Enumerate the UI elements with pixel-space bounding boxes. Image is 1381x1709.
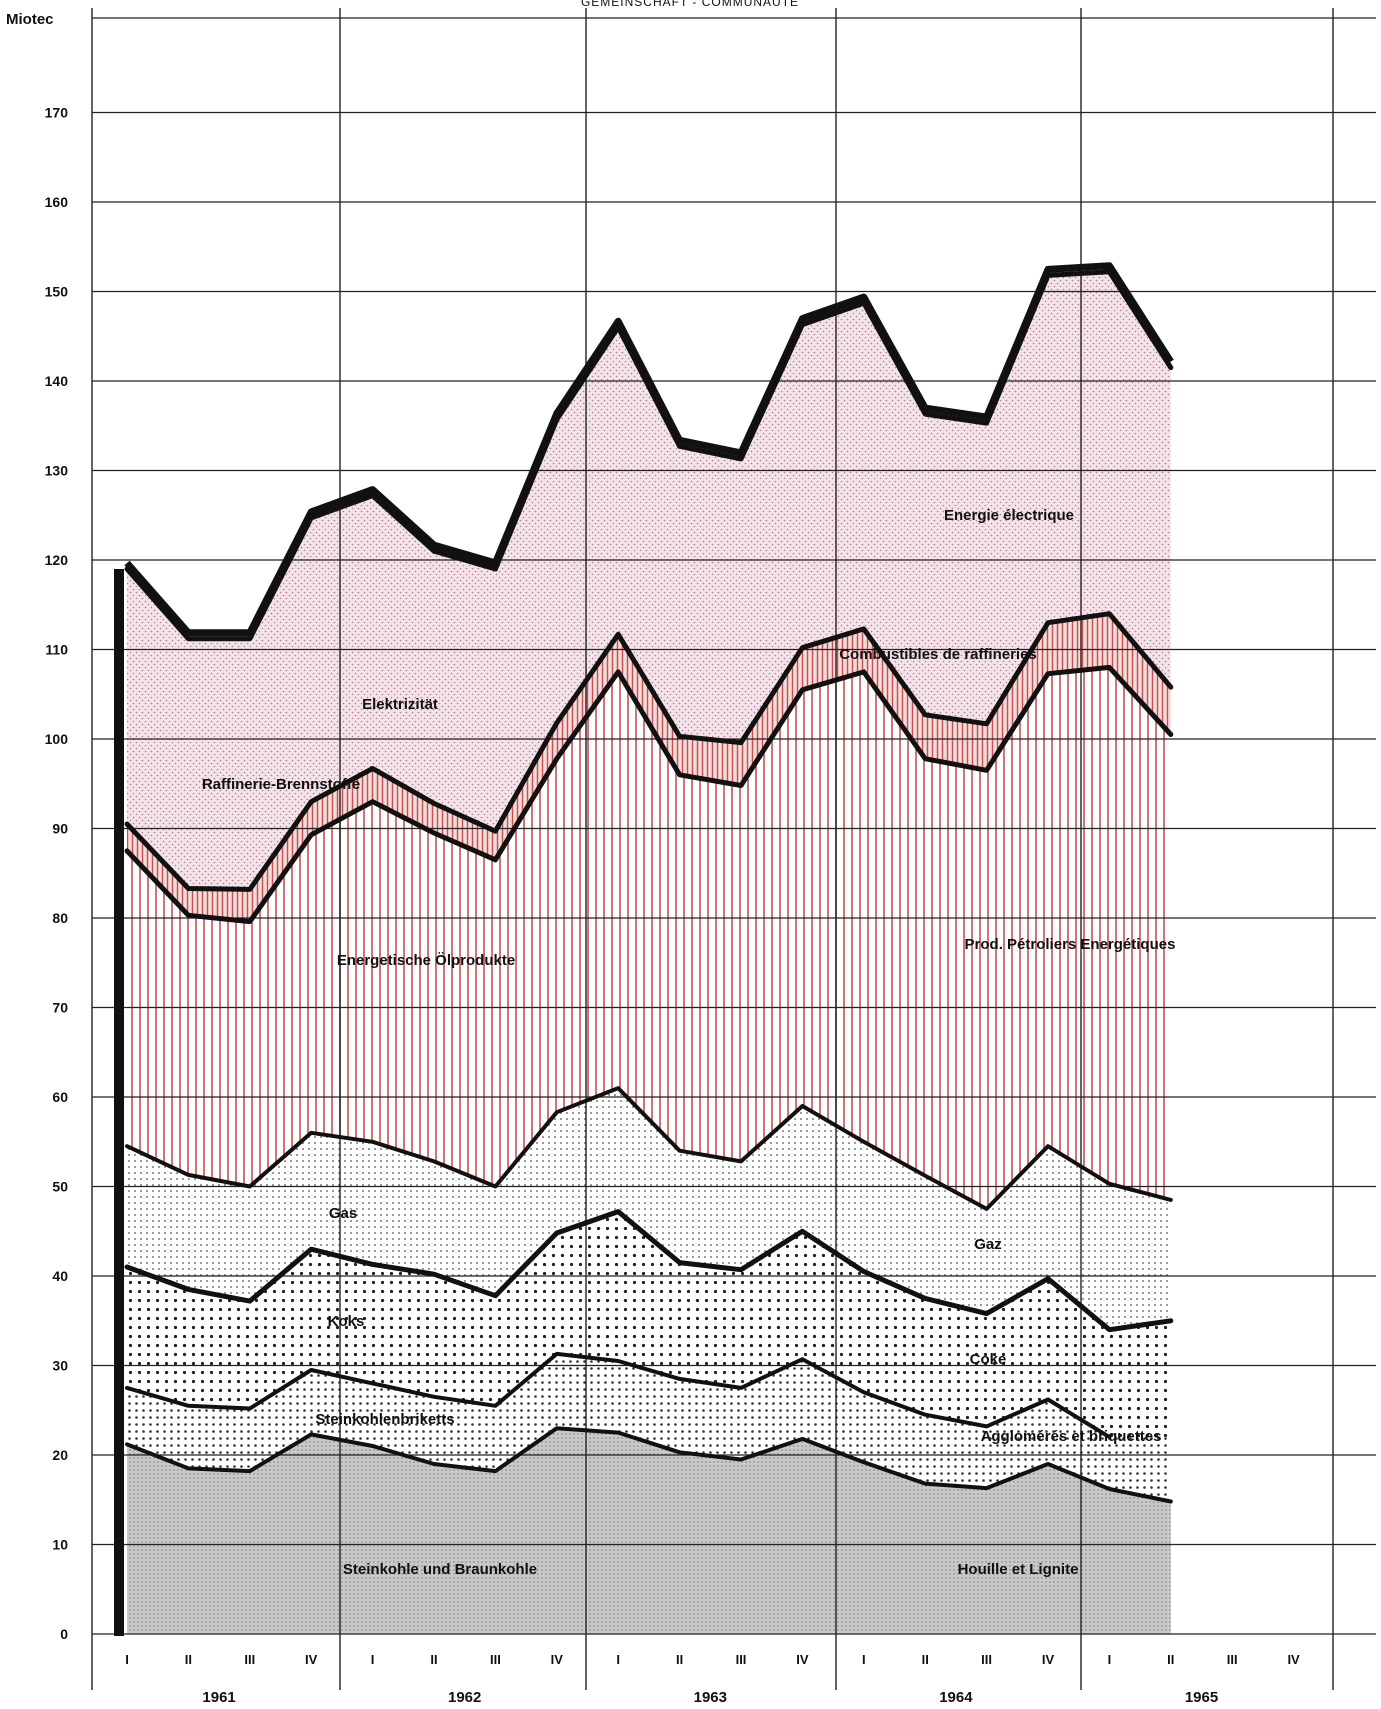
x-quarter-label: III: [244, 1652, 255, 1667]
y-tick-label: 110: [45, 642, 68, 658]
label-combustibles-de-raffineries: Combustibles de raffineries: [839, 646, 1037, 663]
y-tick-label: 100: [45, 731, 69, 747]
label-steinkohle-und-braunkohle: Steinkohle und Braunkohle: [343, 1561, 537, 1578]
y-tick-label: 70: [52, 1000, 68, 1016]
x-quarter-label: I: [616, 1652, 620, 1667]
label-energetische-oelprodukte: Energetische Ölprodukte: [337, 952, 515, 969]
y-tick-label: 160: [45, 194, 69, 210]
x-quarter-label: IV: [551, 1652, 564, 1667]
x-year-label: 1962: [448, 1689, 481, 1706]
label-prod-petroliers-energetiques: Prod. Pétroliers Energétiques: [965, 936, 1176, 953]
y-tick-label: 170: [45, 105, 69, 121]
y-tick-label: 150: [45, 284, 69, 300]
y-tick-label: 140: [45, 373, 69, 389]
x-quarter-label: I: [1108, 1652, 1112, 1667]
area-labels: Elektrizität Energie électrique Raffiner…: [202, 507, 1176, 1578]
label-agglomeres-et-briquettes: Agglomérés et briquettes: [981, 1428, 1162, 1445]
area-series-4: [127, 667, 1171, 1209]
y-tick-label: 60: [52, 1089, 68, 1105]
x-quarter-label: II: [185, 1652, 192, 1667]
area-series-6: [127, 271, 1171, 890]
label-steinkohlenbriketts: Steinkohlenbriketts: [315, 1411, 454, 1428]
x-quarter-label: I: [862, 1652, 866, 1667]
y-tick-label: 50: [52, 1179, 68, 1195]
line-series-5: [124, 611, 1174, 892]
x-quarter-label: IV: [1042, 1652, 1055, 1667]
y-axis-ticks: 0 10 20 30 40 50 60 70 80 90 100 110 120 130 140 150 160…: [45, 105, 69, 1643]
y-tick-label: 30: [52, 1358, 68, 1374]
series-lines: [114, 262, 1174, 1636]
x-quarter-label: I: [371, 1652, 375, 1667]
label-raffinerie-brennstoffe: Raffinerie-Brennstoffe: [202, 776, 360, 793]
x-quarter-label: IV: [305, 1652, 318, 1667]
x-quarter-label: III: [1227, 1652, 1238, 1667]
x-quarter-label: IV: [1287, 1652, 1300, 1667]
y-tick-label: 40: [52, 1268, 68, 1284]
x-year-label: 1964: [939, 1689, 973, 1706]
y-tick-label: 80: [52, 910, 68, 926]
gridlines: [91, 8, 1376, 1690]
label-gaz: Gaz: [974, 1236, 1002, 1253]
label-gas: Gas: [329, 1205, 357, 1222]
line-series-0: [125, 1426, 1173, 1504]
x-quarter-label: II: [430, 1652, 437, 1667]
y-tick-label: 10: [52, 1537, 68, 1553]
x-quarter-label: I: [125, 1652, 129, 1667]
y-tick-label: 90: [52, 821, 68, 837]
y-axis-label: Miotec: [6, 11, 54, 28]
y-tick-label: 0: [60, 1626, 68, 1642]
x-quarter-label: II: [922, 1652, 929, 1667]
chart-header: GEMEINSCHAFT - COMMUNAUTÉ: [581, 0, 799, 9]
x-axis-labels: I II III IV I II III IV I II III IV I II III IV I II III IV…: [125, 1652, 1300, 1706]
x-year-label: 1961: [202, 1689, 235, 1706]
line-series-1: [125, 1351, 1112, 1440]
line-series-4: [124, 664, 1174, 925]
x-quarter-label: III: [736, 1652, 747, 1667]
label-koks: Koks: [328, 1313, 365, 1330]
y-tick-label: 130: [45, 463, 69, 479]
x-year-label: 1963: [694, 1689, 727, 1706]
line-series-3: [125, 1086, 1173, 1211]
y-tick-label: 120: [45, 552, 69, 568]
area-series-1: [127, 1353, 1171, 1502]
x-year-label: 1965: [1185, 1689, 1218, 1706]
x-quarter-label: III: [490, 1652, 501, 1667]
label-houille-et-lignite: Houille et Lignite: [958, 1561, 1079, 1578]
y-tick-label: 20: [52, 1447, 68, 1463]
x-quarter-label: II: [1167, 1652, 1174, 1667]
label-energie-electrique: Energie électrique: [944, 507, 1074, 524]
total-band: [124, 262, 1174, 637]
line-series-2: [124, 1209, 1174, 1333]
x-quarter-label: IV: [796, 1652, 809, 1667]
label-elektrizitaet: Elektrizität: [362, 696, 438, 713]
x-quarter-label: II: [676, 1652, 683, 1667]
x-quarter-label: III: [981, 1652, 992, 1667]
label-coke: Coke: [970, 1351, 1007, 1368]
